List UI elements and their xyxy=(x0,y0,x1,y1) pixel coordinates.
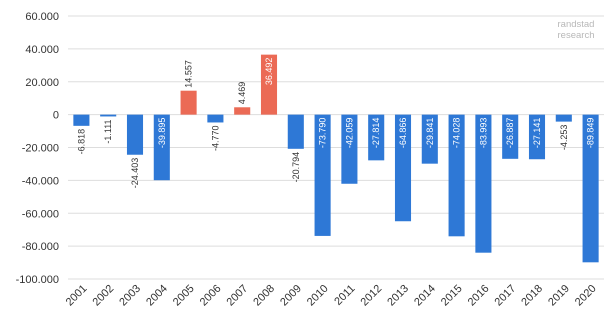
y-tick-label: 40.000 xyxy=(25,44,59,56)
bar-2012 xyxy=(368,114,385,161)
data-label-2009: -20.794 xyxy=(291,152,301,183)
x-tick-label: 2019 xyxy=(546,283,572,309)
data-label-2014: -29.841 xyxy=(425,118,435,149)
x-tick-label: 2020 xyxy=(573,283,599,309)
x-tick-label: 2010 xyxy=(305,283,331,309)
x-tick-label: 2015 xyxy=(439,283,465,309)
data-label-2018: -27.141 xyxy=(532,118,542,149)
data-label-2017: -26.887 xyxy=(505,118,515,149)
bar-2007 xyxy=(234,107,251,115)
y-tick-label: 20.000 xyxy=(25,77,59,89)
data-label-2016: -83.993 xyxy=(478,118,488,149)
data-label-2013: -64.866 xyxy=(398,118,408,149)
x-tick-label: 2011 xyxy=(332,283,357,308)
x-tick-label: 2007 xyxy=(225,283,251,309)
data-labels: -6.818 -1.111 -24.403 -39.895 14.557 -4.770 4.… xyxy=(76,58,595,189)
x-tick-label: 2004 xyxy=(144,283,170,309)
x-tick-label: 2013 xyxy=(385,283,411,309)
data-label-2019: -4.253 xyxy=(559,125,569,151)
x-tick-label: 2002 xyxy=(91,283,117,309)
data-label-2002: -1.111 xyxy=(103,119,113,143)
x-tick-label: 2006 xyxy=(198,283,224,309)
bar-2008 xyxy=(260,54,278,115)
bar-2009 xyxy=(287,114,304,149)
bar-2017 xyxy=(502,114,519,159)
x-tick-label: 2012 xyxy=(359,283,385,309)
y-tick-label: -60.000 xyxy=(22,208,59,220)
bar-2015 xyxy=(448,114,465,237)
x-axis-ticks: 2001 2002 2003 2004 2005 2006 2007 2008 2009 2010… xyxy=(64,283,599,309)
data-label-2015: -74.028 xyxy=(452,118,462,149)
data-label-2012: -27.814 xyxy=(371,118,381,149)
bar-2011 xyxy=(341,114,358,184)
data-label-2010: -73.790 xyxy=(318,118,328,149)
bar-2018 xyxy=(528,114,546,160)
bar-2014 xyxy=(421,114,438,164)
bar-2013 xyxy=(394,114,412,222)
bar-2020 xyxy=(582,114,599,263)
gridlines xyxy=(68,15,604,280)
watermark: randstad research xyxy=(558,19,595,41)
x-tick-label: 2003 xyxy=(117,283,143,309)
bar-2016 xyxy=(475,114,492,253)
x-tick-label: 2001 xyxy=(64,283,90,309)
bar-2001 xyxy=(73,114,90,126)
x-tick-label: 2016 xyxy=(466,283,492,309)
bars xyxy=(73,54,599,263)
y-tick-label: 60.000 xyxy=(25,11,59,23)
y-tick-label: -40.000 xyxy=(22,175,59,187)
x-tick-label: 2005 xyxy=(171,283,197,309)
y-tick-label: -80.000 xyxy=(22,241,59,253)
data-label-2006: -4.770 xyxy=(210,125,220,151)
data-label-2003: -24.403 xyxy=(130,158,140,189)
data-label-2005: 14.557 xyxy=(184,60,194,88)
data-label-2008: 36.492 xyxy=(264,58,274,86)
x-tick-label: 2018 xyxy=(519,283,545,309)
x-tick-label: 2017 xyxy=(493,283,519,309)
bar-2002 xyxy=(100,114,117,117)
data-label-2011: -42.059 xyxy=(344,118,354,149)
bar-2005 xyxy=(180,90,197,115)
bar-2006 xyxy=(207,114,224,123)
bar-2019 xyxy=(555,114,572,122)
bar-2010 xyxy=(314,114,331,236)
bar-2003 xyxy=(126,114,144,155)
data-label-2020: -89.849 xyxy=(586,118,596,149)
y-axis-ticks: 60.000 40.000 20.000 0 -20.000 -40.000 -60.000… xyxy=(16,11,59,286)
y-tick-label: -100.000 xyxy=(16,274,59,286)
x-tick-label: 2008 xyxy=(251,283,277,309)
y-tick-label: 0 xyxy=(53,110,59,122)
y-tick-label: -20.000 xyxy=(22,143,59,155)
data-label-2001: -6.818 xyxy=(76,129,86,155)
x-tick-label: 2009 xyxy=(278,283,304,309)
bar-2004 xyxy=(153,114,170,181)
data-label-2004: -39.895 xyxy=(157,118,167,149)
watermark-line2: research xyxy=(558,30,595,41)
data-label-2007: 4.469 xyxy=(237,82,247,105)
x-tick-label: 2014 xyxy=(412,283,438,309)
watermark-line1: randstad xyxy=(558,19,595,30)
